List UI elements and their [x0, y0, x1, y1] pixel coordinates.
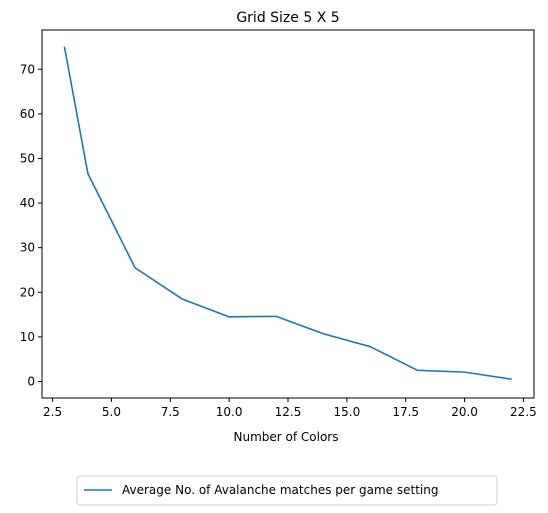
data-point	[275, 315, 277, 317]
legend: Average No. of Avalanche matches per gam…	[76, 475, 498, 506]
data-point	[228, 316, 230, 318]
plot-area: 2.5 5.0 7.5 10.0 12.5 15.0 17.5 20.0 22.5 0 10 20 30…	[20, 29, 537, 419]
y-tick-label: 20	[20, 285, 35, 299]
x-tick-label: 5.0	[102, 405, 121, 419]
x-tick-label: 15.0	[333, 405, 360, 419]
x-axis-title: Number of Colors	[234, 430, 339, 444]
data-point	[464, 371, 466, 373]
data-point	[181, 298, 183, 300]
data-point	[134, 267, 136, 269]
legend-label: Average No. of Avalanche matches per gam…	[122, 483, 438, 497]
series-line	[63, 46, 512, 381]
data-point	[63, 46, 65, 48]
x-tick-label: 22.5	[510, 405, 537, 419]
plot-frame	[41, 29, 535, 399]
x-tick-label: 20.0	[451, 405, 478, 419]
y-tick-label: 70	[20, 62, 35, 76]
y-tick-label: 30	[20, 241, 35, 255]
y-tick-label: 0	[27, 374, 35, 388]
y-tick-label: 50	[20, 151, 35, 165]
data-point	[416, 369, 418, 371]
data-point	[511, 378, 513, 380]
data-point	[369, 346, 371, 348]
x-tick-label: 10.0	[216, 405, 243, 419]
x-tick-label: 7.5	[161, 405, 180, 419]
chart-title: Grid Size 5 X 5	[236, 10, 339, 26]
y-tick-label: 10	[20, 330, 35, 344]
y-tick-label: 40	[20, 196, 35, 210]
data-point	[322, 333, 324, 335]
x-tick-label: 12.5	[275, 405, 302, 419]
data-point	[87, 173, 89, 175]
x-tick-label: 17.5	[392, 405, 419, 419]
x-tick-label: 2.5	[43, 405, 62, 419]
y-tick-label: 60	[20, 107, 35, 121]
legend-box	[76, 475, 498, 506]
